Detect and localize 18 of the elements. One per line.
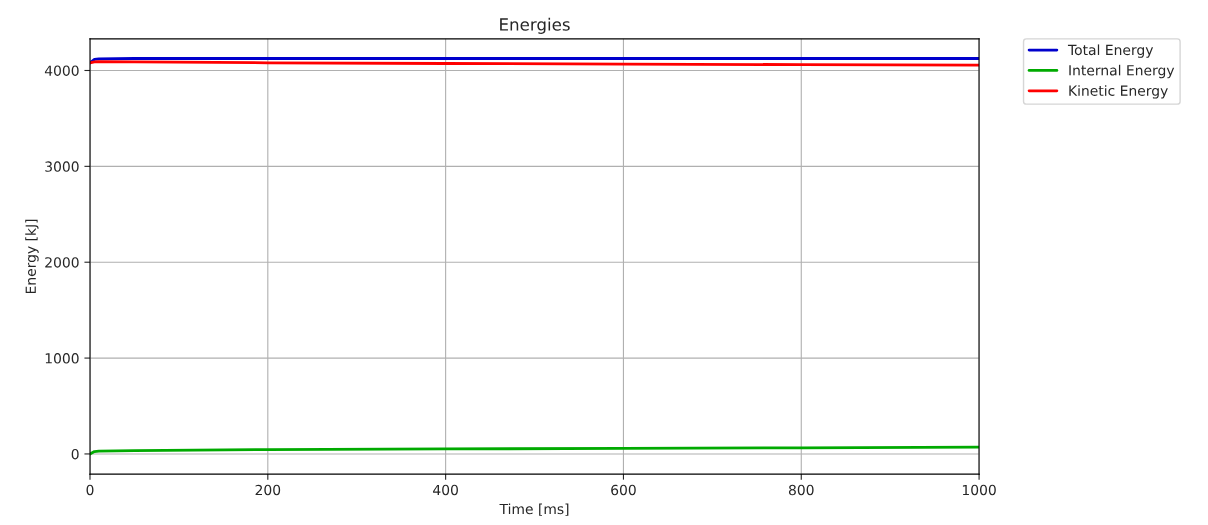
legend-label: Internal Energy <box>1069 64 1175 79</box>
x-tick-label: 0 <box>86 484 94 496</box>
line-series <box>90 445 980 456</box>
x-tick-label: 800 <box>788 484 814 496</box>
x-tick-label: 1000 <box>962 484 996 496</box>
y-tick-label: 4000 <box>44 65 79 76</box>
y-axis-title: Energy [kJ] <box>25 219 39 294</box>
legend-label: Total Energy <box>1067 44 1154 58</box>
legend-label: Kinetic Energy <box>1069 85 1168 99</box>
x-axis-title: Time [ms] <box>499 503 569 516</box>
y-tick-label: 1000 <box>45 353 79 364</box>
x-tick-label: 600 <box>611 484 636 496</box>
y-tick-label: 2000 <box>45 257 79 268</box>
y-tick-label: 3000 <box>45 161 79 172</box>
x-tick-label: 400 <box>433 484 458 496</box>
x-tick-label: 200 <box>255 484 281 496</box>
y-tick-label: 0 <box>71 448 79 460</box>
chart-title: Energies <box>500 17 570 34</box>
